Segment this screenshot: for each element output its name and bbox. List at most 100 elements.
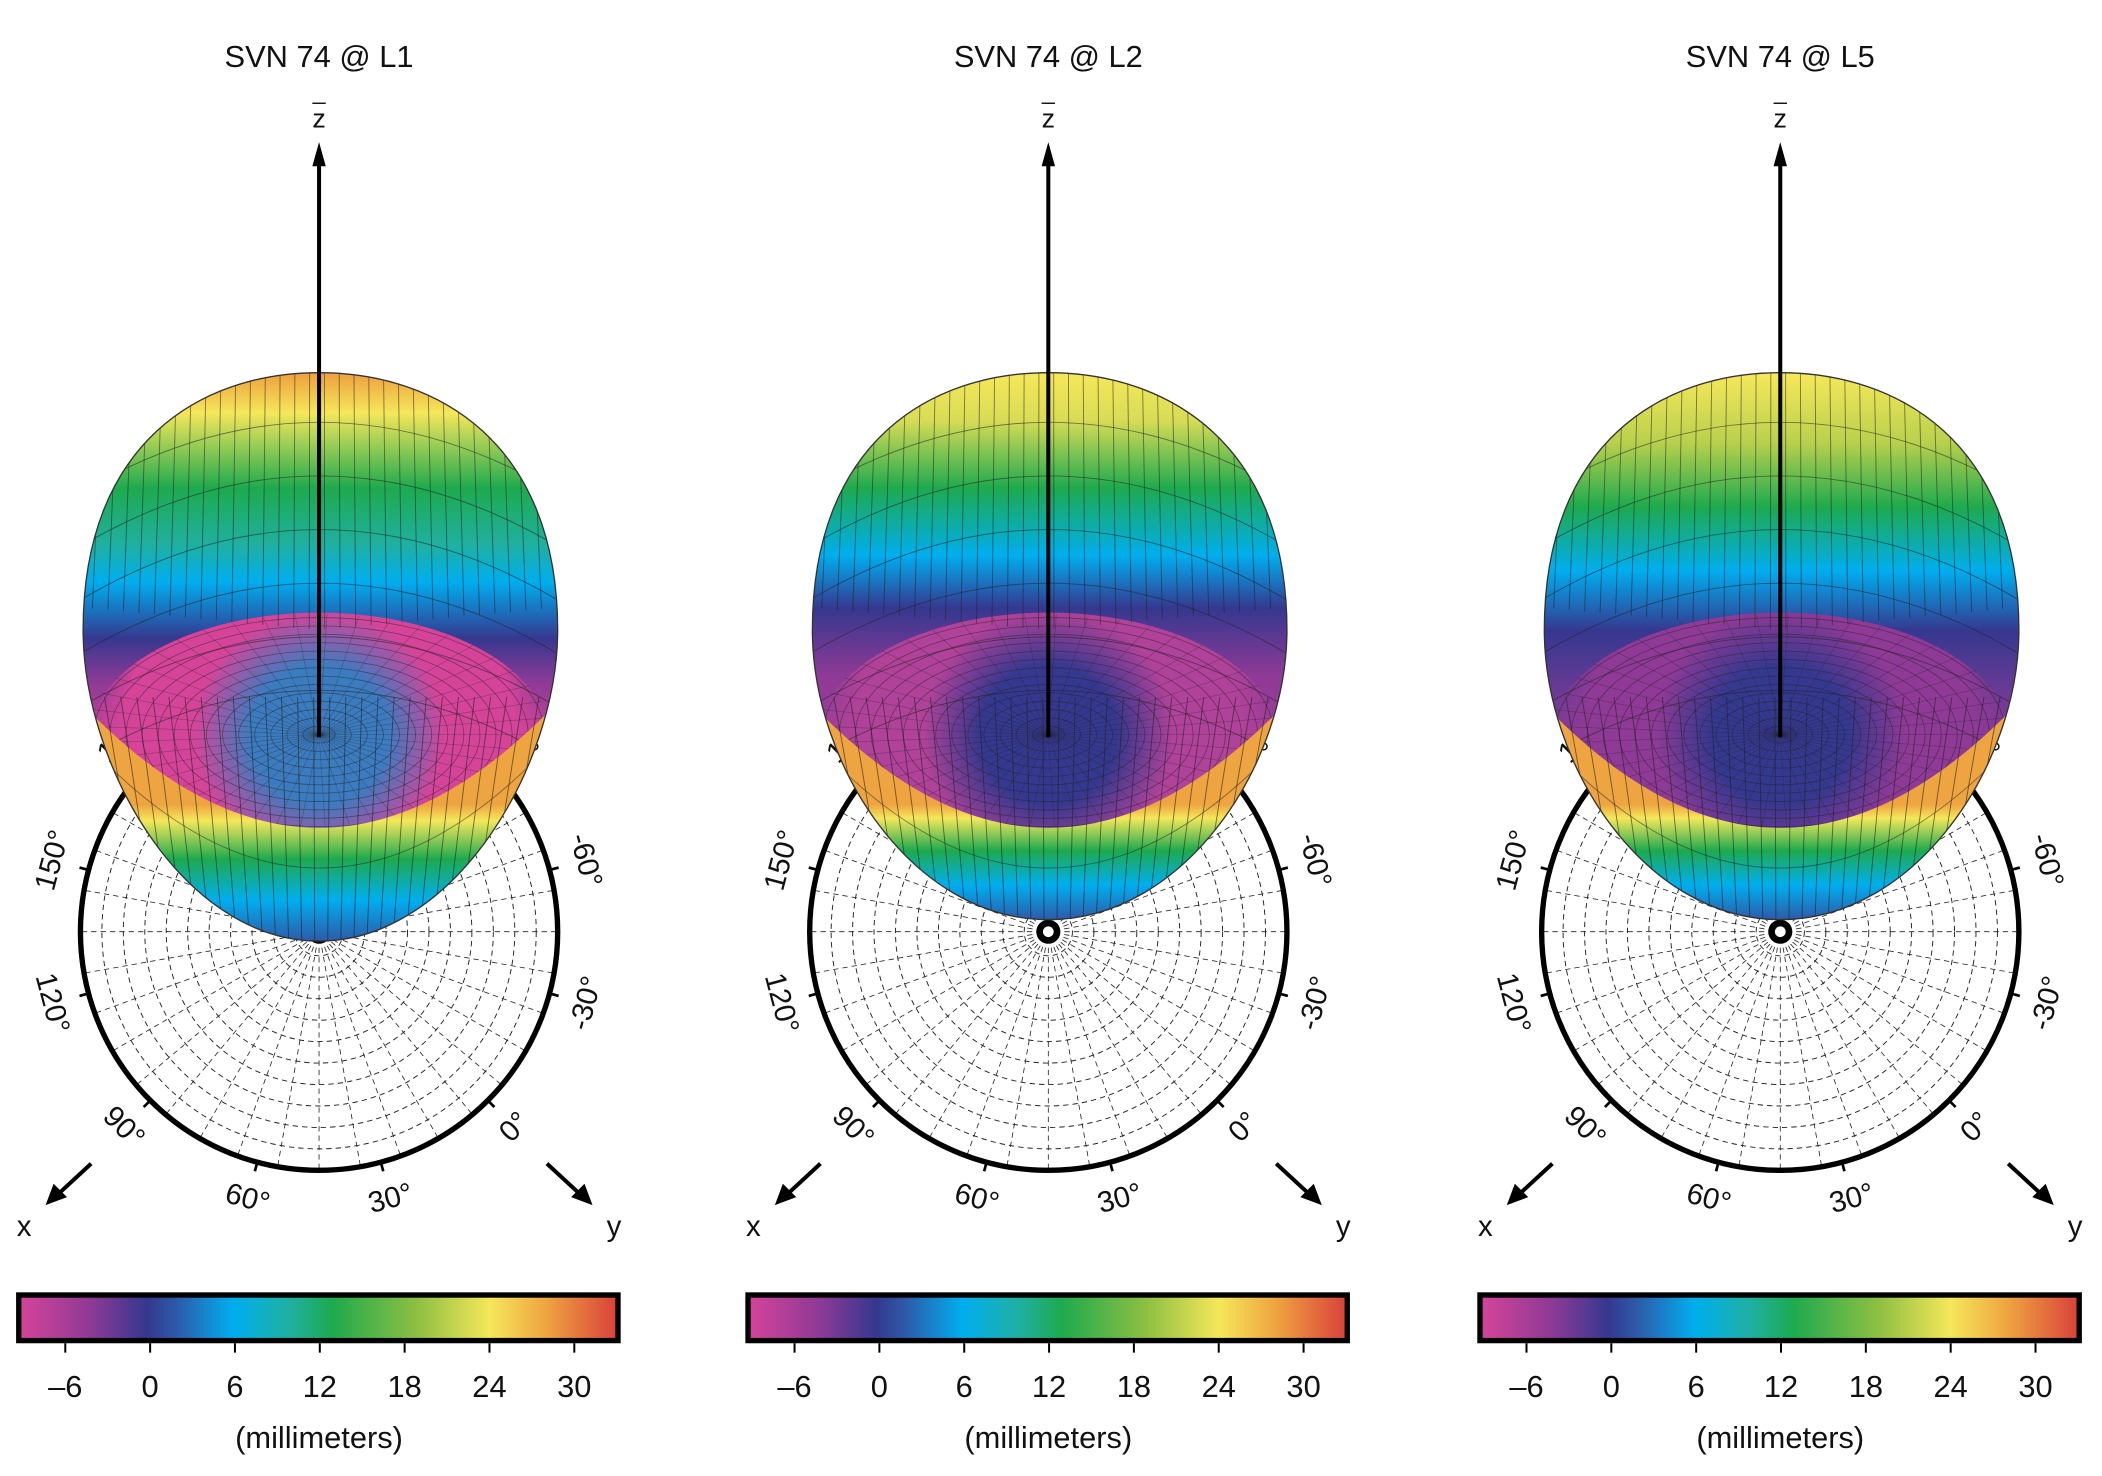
colorbar-tick-label: 30	[1286, 1369, 1320, 1404]
colorbar-tick-label: 24	[472, 1369, 506, 1404]
polar-tick	[1840, 1161, 1846, 1172]
surface-grid-line	[382, 372, 388, 624]
colorbar-tick-label: 30	[557, 1369, 591, 1404]
polar-grid-spoke	[928, 945, 1041, 1139]
surface-grid-line	[1780, 717, 2009, 735]
polar-grid-spoke	[1597, 941, 1769, 1086]
surface-grid-line	[1738, 372, 1742, 627]
surface-grid-line	[1544, 372, 1551, 608]
surface-grid-line	[1814, 372, 1818, 627]
surface-grid-line	[262, 372, 266, 625]
surface-grid-line	[248, 697, 264, 942]
surface-grid-line	[991, 372, 996, 625]
surface-grid-line	[1708, 372, 1713, 624]
surface-grid-line	[1726, 697, 1738, 920]
surface-grid-line	[132, 663, 320, 735]
polar-angle-label: -30°	[563, 973, 609, 1034]
surface-grid-line	[1048, 717, 1277, 735]
surface-grid-line	[844, 677, 1049, 735]
surface-grid-line	[391, 697, 411, 942]
surface-grid-line	[960, 372, 966, 622]
surface-grid-line	[976, 372, 981, 624]
surface-grid-line	[1723, 372, 1728, 625]
surface-grid-line	[1758, 697, 1764, 920]
colorbar-tick-label: 30	[2018, 1369, 2052, 1404]
polar-angle-label: 120°	[1490, 969, 1538, 1036]
polar-angle-label: -60°	[2024, 830, 2070, 891]
pole-marker-center	[1042, 926, 1054, 938]
polar-tick	[808, 992, 819, 998]
colorbar-tick-label: 0	[1603, 1369, 1620, 1404]
polar-tick	[142, 1099, 152, 1109]
polar-tick	[872, 1099, 881, 1109]
x-axis	[1516, 1162, 1554, 1198]
polar-grid-spoke	[83, 934, 304, 974]
polar-tick	[1714, 1161, 1720, 1172]
surface-grid-line	[262, 617, 320, 735]
polar-grid-spoke	[112, 939, 306, 1052]
polar-grid-spoke	[1006, 947, 1046, 1167]
polar-angle-label: 30°	[365, 1177, 417, 1220]
chart-title: SVN 74 @ L1	[225, 39, 414, 74]
polar-tick	[549, 992, 559, 998]
surface-grid-line	[404, 697, 427, 942]
surface-grid-line	[1026, 697, 1032, 920]
surface-grid-line	[397, 372, 403, 623]
polar-tick	[1948, 1099, 1957, 1109]
polar-grid-spoke	[331, 941, 503, 1086]
surface-grid-line	[115, 677, 320, 735]
surface-grid-line	[1858, 372, 1864, 623]
colorbar-tick-label: –6	[48, 1369, 82, 1404]
surface-grid-line	[812, 372, 819, 608]
polar-grid-spoke	[1573, 939, 1767, 1052]
polar-grid-spoke	[1796, 934, 2016, 974]
polar-angle-label: 120°	[758, 969, 806, 1036]
surface-grid-line	[1593, 663, 1781, 735]
colorbar-label: (millimeters)	[1696, 1420, 1864, 1455]
polar-grid-spoke	[1785, 946, 1863, 1157]
polar-tick	[808, 866, 819, 872]
polar-grid-spoke	[1790, 943, 1934, 1115]
surface-grid-line	[994, 697, 1006, 920]
surface-grid-line	[1788, 697, 1792, 920]
polar-angle-label: 30°	[1826, 1177, 1878, 1220]
surface-grid-line	[1661, 372, 1669, 619]
surface-grid-line	[1097, 372, 1101, 626]
y-axis-arrowhead	[571, 1183, 593, 1206]
surface-grid-line	[176, 639, 320, 735]
colorbar-label: (millimeters)	[235, 1420, 403, 1455]
colorbar	[16, 1292, 621, 1344]
pole-marker-center	[1774, 926, 1786, 938]
polar-grid-spoke	[1698, 946, 1776, 1157]
colorbar-tick-label: 12	[303, 1369, 337, 1404]
surface-grid-line	[1774, 697, 1777, 920]
surface-grid-line	[1042, 697, 1045, 920]
surface-grid-line	[1801, 697, 1808, 920]
surface-grid-line	[246, 372, 252, 624]
y-axis	[2006, 1162, 2045, 1198]
polar-tick	[253, 1161, 259, 1172]
surface-grid-line	[232, 697, 251, 942]
polar-angle-label: 120°	[29, 969, 77, 1036]
polar-angle-label: 0°	[1222, 1105, 1265, 1148]
surface-grid-line	[1779, 615, 1821, 735]
surface-grid-line	[1550, 734, 1781, 744]
antenna-pattern-surface	[812, 372, 1287, 920]
surface-grid-line	[327, 697, 331, 942]
surface-grid-line	[1048, 615, 1089, 735]
polar-grid-spoke	[165, 943, 310, 1115]
polar-angle-label: -60°	[1292, 830, 1338, 891]
polar-angle-label: 0°	[493, 1105, 536, 1148]
polar-grid-spoke	[865, 941, 1037, 1086]
chart-panel: SVN 74 @ L50°30°60°90°120°150°180°-90°-6…	[1477, 39, 2083, 1455]
surface-grid-line	[293, 372, 296, 628]
polar-tick	[1216, 1099, 1225, 1109]
polar-grid-spoke	[324, 946, 402, 1157]
polar-grid-spoke	[1050, 947, 1091, 1167]
surface-grid-line	[861, 663, 1049, 735]
surface-grid-line	[906, 639, 1049, 735]
surface-grid-line	[1048, 625, 1150, 735]
z-axis-arrowhead	[312, 142, 326, 167]
surface-grid-line	[216, 697, 239, 942]
surface-grid-line	[962, 697, 981, 920]
